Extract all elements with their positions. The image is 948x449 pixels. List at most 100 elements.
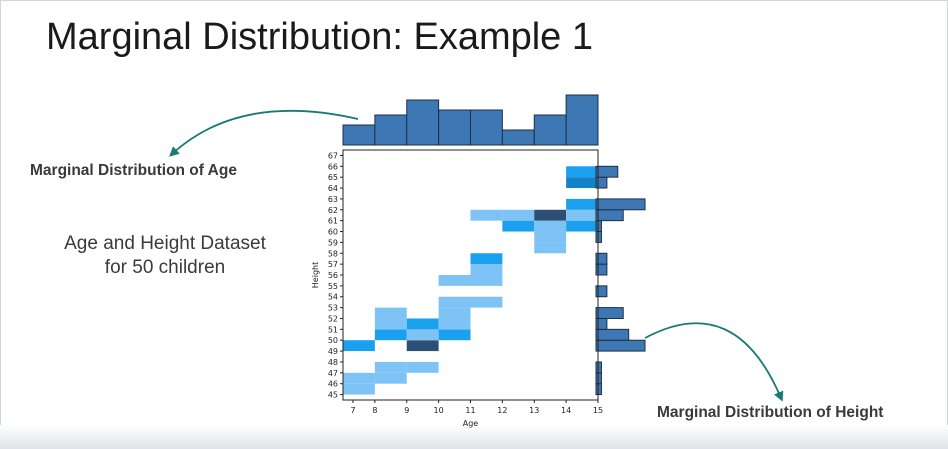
dataset-description-line1: Age and Height Dataset — [64, 233, 266, 254]
height-marginal-bar — [595, 209, 624, 222]
height-marginal-bar — [595, 307, 624, 319]
y-tick-label: 59 — [328, 238, 338, 247]
dataset-description-line2: for 50 children — [104, 257, 226, 278]
x-tick-label: 7 — [350, 406, 355, 415]
y-tick-label: 62 — [328, 206, 338, 215]
y-tick-label: 51 — [328, 325, 338, 334]
heatmap-cell — [534, 209, 567, 221]
heatmap-cell — [374, 372, 407, 384]
y-tick-label: 54 — [328, 293, 338, 302]
heatmap-cell — [374, 318, 407, 330]
heatmap-cell — [406, 318, 439, 330]
y-tick-label: 55 — [328, 282, 338, 291]
heatmap-cell — [566, 220, 598, 232]
age-marginal-bar — [501, 129, 535, 146]
y-tick-label: 65 — [328, 173, 338, 182]
y-tick-label: 56 — [328, 271, 338, 280]
x-tick-label: 9 — [404, 406, 409, 415]
heatmap-cell — [534, 220, 567, 232]
y-tick-label: 67 — [328, 151, 338, 160]
y-tick-label: 52 — [328, 314, 338, 323]
age-marginal-bar — [374, 114, 408, 146]
y-tick-label: 47 — [328, 369, 338, 378]
age-marginal-histogram — [342, 94, 599, 146]
heatmap-cell — [438, 318, 471, 330]
x-tick-label: 10 — [434, 406, 444, 415]
height-marginal-bar — [595, 231, 602, 243]
y-tick-label: 58 — [328, 249, 338, 258]
y-tick-label: 45 — [328, 391, 338, 400]
dataset-description: Age and Height Dataset for 50 children — [20, 232, 310, 280]
heatmap-cell — [534, 242, 567, 254]
height-marginal-label: Marginal Distribution of Height — [657, 404, 884, 421]
heatmap-cell — [438, 275, 471, 286]
heatmap-cell — [374, 307, 407, 319]
heatmap-cell — [406, 340, 439, 352]
heatmap-cell — [374, 329, 407, 341]
y-tick-label: 57 — [328, 260, 338, 269]
age-marginal-label: Marginal Distribution of Age — [30, 162, 237, 179]
height-marginal-bar — [595, 220, 602, 233]
height-marginal-bar — [595, 328, 630, 341]
annotation-arrows — [169, 109, 784, 402]
heatmap-cell — [438, 296, 471, 308]
heatmap-cells — [343, 166, 598, 395]
y-tick-label: 48 — [328, 358, 338, 367]
heatmap-cell — [470, 264, 503, 275]
y-tick-label: 50 — [328, 336, 338, 345]
height-marginal-bar — [595, 383, 602, 396]
age-marginal-bar — [533, 114, 567, 146]
y-tick-label: 63 — [328, 195, 338, 204]
heatmap-cell — [470, 296, 503, 308]
slide-title: Marginal Distribution: Example 1 — [46, 16, 594, 58]
age-annotation-arrow — [169, 109, 359, 157]
y-tick-label: 66 — [328, 162, 338, 171]
x-axis-ticks: 7 8 9 10 11 12 13 14 15 — [350, 400, 603, 415]
heatmap-cell — [502, 220, 535, 232]
x-tick-label: 13 — [529, 406, 539, 415]
heatmap-cell — [406, 361, 439, 373]
heatmap-cell — [438, 307, 471, 319]
slide-bottom-shade — [0, 425, 948, 449]
heatmap-cell — [374, 361, 407, 373]
y-axis-label: Height — [311, 262, 320, 288]
y-tick-label: 53 — [328, 304, 338, 313]
y-tick-label: 64 — [328, 184, 338, 193]
x-tick-label: 14 — [561, 406, 571, 415]
heatmap-cell — [534, 231, 567, 243]
heatmap-cell — [470, 209, 503, 221]
x-tick-label: 8 — [372, 406, 377, 415]
heatmap-cell — [438, 329, 471, 341]
height-marginal-bar — [595, 361, 602, 374]
x-tick-label: 12 — [497, 406, 507, 415]
heatmap-cell — [343, 340, 375, 352]
height-marginal-histogram — [595, 165, 646, 396]
heatmap-cell — [566, 198, 598, 210]
age-marginal-bar — [565, 94, 599, 146]
heatmap-cell — [502, 209, 535, 221]
heatmap-cell — [566, 177, 598, 189]
height-marginal-bar — [595, 252, 608, 265]
age-marginal-bar — [406, 99, 440, 146]
age-marginal-bar — [342, 124, 376, 146]
y-tick-label: 49 — [328, 347, 338, 356]
heatmap-cell — [470, 275, 503, 286]
age-marginal-bar — [438, 109, 471, 146]
heatmap-cell — [343, 383, 375, 395]
height-marginal-bar — [595, 285, 608, 298]
y-tick-label: 46 — [328, 380, 338, 389]
heatmap-cell — [566, 166, 598, 178]
x-tick-label: 15 — [593, 406, 603, 415]
height-marginal-bar — [595, 165, 619, 178]
heatmap-cell — [470, 253, 503, 265]
heatmap-cell — [566, 209, 598, 221]
y-tick-label: 60 — [328, 228, 338, 237]
age-marginal-bar — [470, 109, 503, 146]
x-axis-label: Age — [463, 419, 479, 428]
height-marginal-bar — [595, 339, 646, 352]
height-annotation-arrow — [644, 322, 784, 402]
y-tick-label: 61 — [328, 217, 338, 226]
height-marginal-bar — [595, 198, 646, 211]
heatmap-cell — [343, 372, 375, 384]
